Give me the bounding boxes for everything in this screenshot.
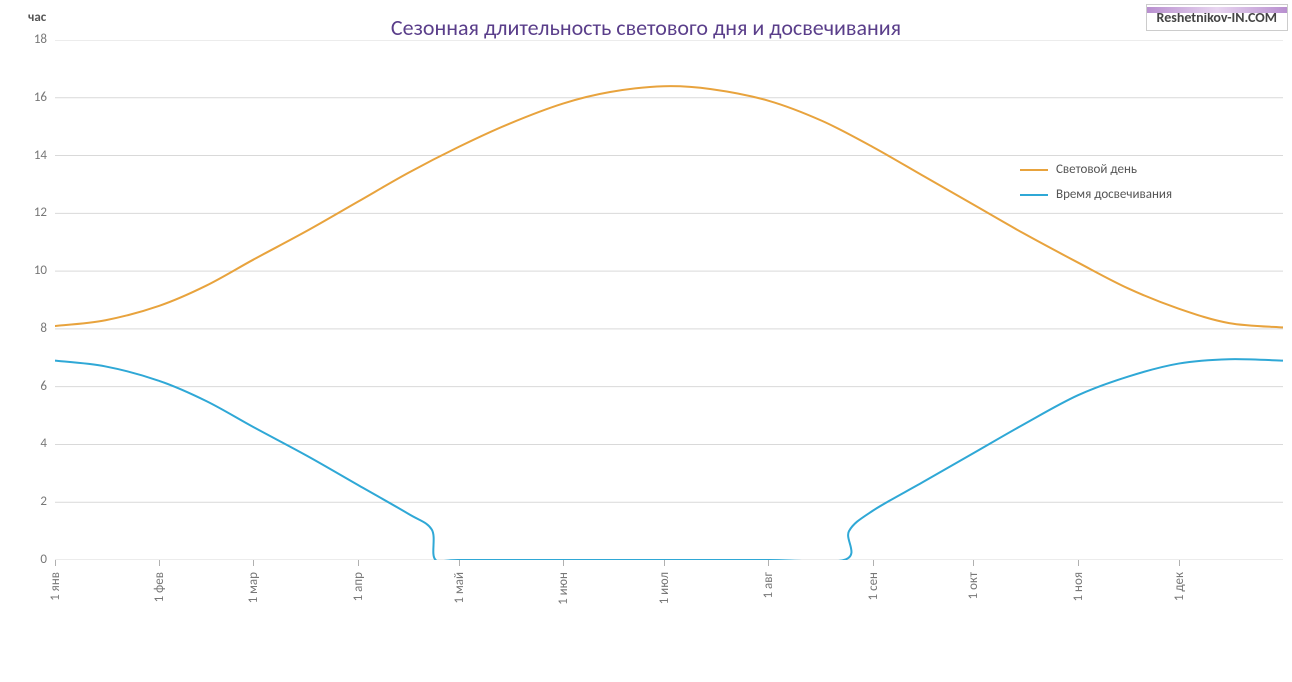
x-tick-label: 1 июл	[657, 572, 672, 604]
legend-label-daylight: Световой день	[1056, 162, 1137, 177]
x-tick-label: 1 апр	[351, 572, 366, 601]
x-tick-mark	[664, 560, 665, 566]
legend-label-supplement: Время досвечивания	[1056, 187, 1172, 202]
legend-swatch-supplement	[1020, 194, 1048, 196]
y-tick-label: 12	[21, 205, 47, 220]
x-tick-label: 1 мар	[246, 572, 261, 603]
x-tick-label: 1 окт	[966, 572, 981, 599]
x-tick-mark	[459, 560, 460, 566]
seasonal-daylight-chart: Сезонная длительность светового дня и до…	[0, 0, 1292, 682]
y-tick-label: 4	[21, 436, 47, 451]
chart-legend: Световой день Время досвечивания	[1020, 162, 1172, 212]
x-tick-label: 1 фев	[152, 572, 167, 602]
y-tick-label: 14	[21, 148, 47, 163]
legend-swatch-daylight	[1020, 169, 1048, 171]
x-tick-mark	[1179, 560, 1180, 566]
y-tick-label: 10	[21, 263, 47, 278]
x-tick-mark	[563, 560, 564, 566]
y-tick-label: 0	[21, 552, 47, 567]
y-axis-label: час	[28, 10, 46, 25]
x-tick-label: 1 дек	[1172, 572, 1187, 601]
x-tick-label: 1 ноя	[1071, 572, 1086, 602]
x-tick-mark	[253, 560, 254, 566]
plot-area	[55, 40, 1283, 560]
y-tick-label: 16	[21, 90, 47, 105]
series-line	[55, 359, 1283, 560]
chart-title: Сезонная длительность светового дня и до…	[0, 14, 1292, 41]
y-tick-label: 8	[21, 321, 47, 336]
x-tick-mark	[55, 560, 56, 566]
x-tick-label: 1 май	[452, 572, 467, 604]
x-tick-mark	[973, 560, 974, 566]
x-tick-label: 1 янв	[48, 572, 63, 601]
y-tick-label: 18	[21, 32, 47, 47]
y-tick-label: 2	[21, 494, 47, 509]
legend-item-daylight: Световой день	[1020, 162, 1172, 177]
legend-item-supplement: Время досвечивания	[1020, 187, 1172, 202]
x-tick-mark	[873, 560, 874, 566]
y-tick-label: 6	[21, 379, 47, 394]
x-tick-label: 1 июн	[556, 572, 571, 605]
x-tick-mark	[1078, 560, 1079, 566]
watermark: Reshetnikov-IN.COM	[1146, 4, 1288, 31]
x-tick-label: 1 сен	[866, 572, 881, 600]
x-tick-mark	[358, 560, 359, 566]
x-tick-mark	[768, 560, 769, 566]
x-tick-mark	[159, 560, 160, 566]
x-tick-label: 1 авг	[761, 572, 776, 598]
